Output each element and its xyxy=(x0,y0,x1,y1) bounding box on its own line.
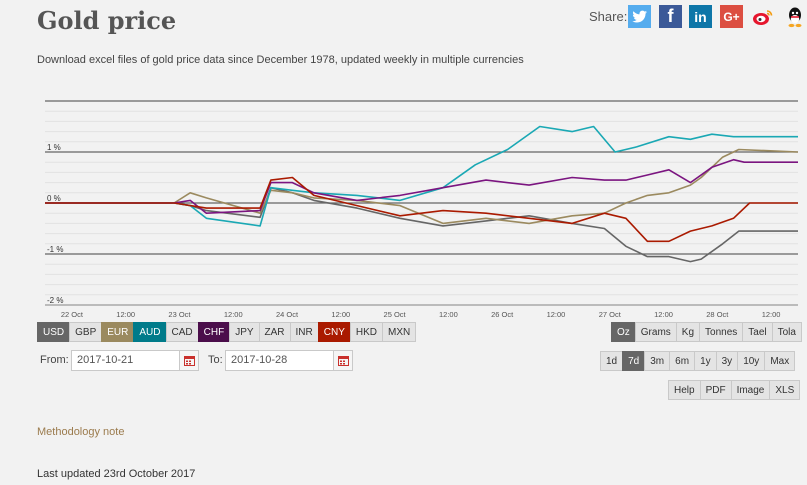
from-label: From: xyxy=(40,354,69,366)
x-tick-label: 12:00 xyxy=(439,310,458,319)
series-line-cny[interactable] xyxy=(45,176,798,243)
currency-cad-button[interactable]: CAD xyxy=(165,322,199,342)
unit-tael-button[interactable]: Tael xyxy=(742,322,773,342)
range-1y-button[interactable]: 1y xyxy=(694,351,717,371)
weibo-icon[interactable] xyxy=(751,5,774,28)
to-label: To: xyxy=(208,354,223,366)
unit-selector: Oz Grams Kg Tonnes Tael Tola xyxy=(611,322,802,342)
y-tick-label: -2 % xyxy=(47,296,63,305)
x-tick-label: 24 Oct xyxy=(276,310,299,319)
linkedin-icon[interactable]: in xyxy=(689,5,712,28)
export-pdf-button[interactable]: PDF xyxy=(699,380,732,400)
x-tick-label: 12:00 xyxy=(762,310,781,319)
export-xls-button[interactable]: XLS xyxy=(769,380,801,400)
series-line-aud[interactable] xyxy=(45,125,798,227)
x-tick-label: 23 Oct xyxy=(168,310,191,319)
last-updated: Last updated 23rd October 2017 xyxy=(37,468,196,480)
twitter-icon[interactable] xyxy=(628,5,651,28)
y-tick-label: 0 % xyxy=(47,194,61,203)
x-tick-label: 22 Oct xyxy=(61,310,84,319)
x-tick-label: 12:00 xyxy=(116,310,135,319)
x-tick-label: 12:00 xyxy=(547,310,566,319)
unit-kg-button[interactable]: Kg xyxy=(675,322,701,342)
range-10y-button[interactable]: 10y xyxy=(737,351,766,371)
x-tick-label: 12:00 xyxy=(331,310,350,319)
range-6m-button[interactable]: 6m xyxy=(669,351,696,371)
x-tick-label: 12:00 xyxy=(654,310,673,319)
gold-price-chart[interactable]: 1 % 0 % -1 % -2 % 22 Oct 12:00 23 Oct 12:00 24 O… xyxy=(0,0,807,330)
facebook-icon[interactable]: f xyxy=(659,5,682,28)
unit-tola-button[interactable]: Tola xyxy=(771,322,802,342)
currency-eur-button[interactable]: EUR xyxy=(101,322,135,342)
currency-cny-button[interactable]: CNY xyxy=(317,322,351,342)
chart-labels: 1 % 0 % -1 % -2 % 22 Oct 12:00 23 Oct 12:00 24 O… xyxy=(47,143,780,319)
chart-grid xyxy=(45,100,798,306)
currency-aud-button[interactable]: AUD xyxy=(133,322,167,342)
share-label: Share: xyxy=(589,9,628,24)
range-3y-button[interactable]: 3y xyxy=(715,351,739,371)
range-7d-button[interactable]: 7d xyxy=(622,351,646,371)
google-plus-icon[interactable]: G+ xyxy=(720,5,743,28)
range-max-button[interactable]: Max xyxy=(764,351,796,371)
export-help-button[interactable]: Help xyxy=(668,380,701,400)
to-calendar-icon[interactable] xyxy=(333,350,353,371)
from-calendar-icon[interactable] xyxy=(179,350,199,371)
y-tick-label: 1 % xyxy=(47,143,61,152)
from-date-input[interactable]: 2017-10-21 xyxy=(71,350,180,371)
currency-hkd-button[interactable]: HKD xyxy=(349,322,384,342)
currency-jpy-button[interactable]: JPY xyxy=(229,322,260,342)
chart-series xyxy=(45,125,799,263)
currency-zar-button[interactable]: ZAR xyxy=(258,322,291,342)
export-buttons: Help PDF Image XLS xyxy=(668,380,801,400)
range-selector: 1d 7d 3m 6m 1y 3y 10y Max xyxy=(600,351,796,371)
x-tick-label: 27 Oct xyxy=(599,310,622,319)
x-tick-label: 12:00 xyxy=(224,310,243,319)
y-tick-label: -1 % xyxy=(47,245,63,254)
x-tick-label: 26 Oct xyxy=(491,310,514,319)
currency-gbp-button[interactable]: GBP xyxy=(69,322,103,342)
series-line-eur[interactable] xyxy=(45,148,799,225)
series-line-usd[interactable] xyxy=(45,186,798,263)
methodology-link[interactable]: Methodology note xyxy=(37,426,125,438)
unit-oz-button[interactable]: Oz xyxy=(611,322,636,342)
currency-mxn-button[interactable]: MXN xyxy=(382,322,417,342)
to-date-input[interactable]: 2017-10-28 xyxy=(225,350,334,371)
qq-icon[interactable] xyxy=(783,5,806,28)
currency-usd-button[interactable]: USD xyxy=(37,322,71,342)
range-1d-button[interactable]: 1d xyxy=(600,351,624,371)
unit-tonnes-button[interactable]: Tonnes xyxy=(699,322,744,342)
unit-grams-button[interactable]: Grams xyxy=(634,322,677,342)
page-title: Gold price xyxy=(37,6,177,35)
range-3m-button[interactable]: 3m xyxy=(644,351,671,371)
x-tick-label: 25 Oct xyxy=(384,310,407,319)
page-subtitle: Download excel files of gold price data … xyxy=(37,54,524,66)
export-image-button[interactable]: Image xyxy=(730,380,771,400)
x-tick-label: 28 Oct xyxy=(706,310,729,319)
currency-chf-button[interactable]: CHF xyxy=(197,322,231,342)
series-line-chf[interactable] xyxy=(45,158,798,214)
currency-selector: USD GBP EUR AUD CAD CHF JPY ZAR INR CNY HKD MXN xyxy=(37,322,417,342)
currency-inr-button[interactable]: INR xyxy=(289,322,319,342)
